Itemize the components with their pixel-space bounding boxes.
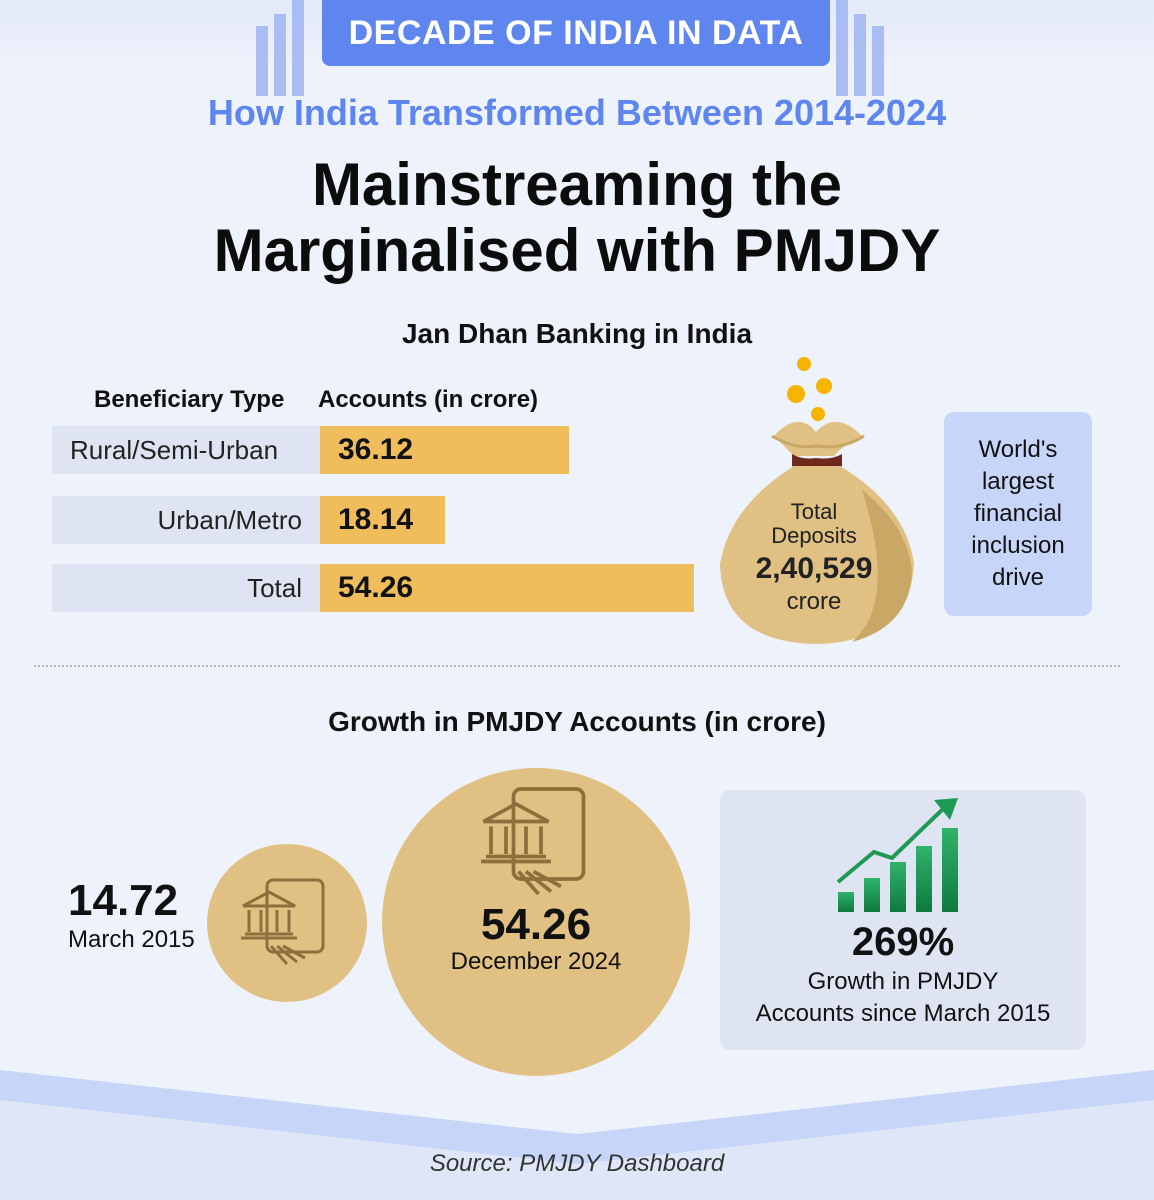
page-title: Mainstreaming the Marginalised with PMJD… bbox=[0, 152, 1154, 284]
info-line: largest bbox=[981, 468, 1055, 495]
subtitle: How India Transformed Between 2014-2024 bbox=[207, 92, 947, 133]
header-banner: DECADE OF INDIA IN DATA bbox=[322, 0, 830, 66]
bar: 36.12 bbox=[320, 426, 569, 474]
category-label: Rural/Semi-Urban bbox=[52, 426, 320, 474]
bottom-band bbox=[0, 1070, 1154, 1200]
growth-chart-icon bbox=[836, 798, 958, 912]
bank-icon bbox=[481, 787, 586, 896]
info-line: drive bbox=[991, 564, 1044, 591]
bubble-label-value: 14.72 bbox=[68, 876, 179, 925]
deposits-value: 2,40,529 bbox=[755, 552, 873, 585]
bar-decoration-right bbox=[836, 0, 896, 96]
bank-icon bbox=[241, 878, 325, 965]
bar-value-label: 54.26 bbox=[338, 571, 414, 604]
category-label: Urban/Metro bbox=[52, 496, 320, 544]
bubble-label-date: December 2024 bbox=[450, 948, 622, 975]
bar-value-label: 18.14 bbox=[338, 503, 414, 536]
bubble-march-2015 bbox=[207, 844, 367, 1002]
category-label: Total bbox=[52, 564, 320, 612]
bar-value-label: 36.12 bbox=[338, 433, 414, 466]
growth-section-title: Growth in PMJDY Accounts (in crore) bbox=[328, 706, 826, 737]
banking-section-title: Jan Dhan Banking in India bbox=[401, 318, 753, 349]
info-line: inclusion bbox=[971, 532, 1065, 559]
growth-percent: 269% bbox=[851, 920, 955, 964]
column-header-accounts: Accounts (in crore) bbox=[318, 386, 539, 413]
bar: 54.26 bbox=[320, 564, 694, 612]
growth-description-line1: Growth in PMJDY bbox=[807, 968, 999, 995]
bubble-label-date: March 2015 bbox=[68, 926, 195, 953]
source-note: Source: PMJDY Dashboard bbox=[429, 1150, 725, 1177]
info-line: World's bbox=[978, 436, 1058, 463]
page-title-line1: Mainstreaming the bbox=[311, 151, 843, 218]
deposits-unit: crore bbox=[786, 588, 842, 615]
growth-description: Growth in PMJDY Accounts since March 201… bbox=[720, 966, 1086, 1030]
bar-decoration-left bbox=[256, 0, 316, 96]
bubble-december-2024: 54.26 December 2024 bbox=[382, 768, 690, 1076]
page-title-line2: Marginalised with PMJDY bbox=[213, 217, 941, 284]
deposits-label-line1: Total bbox=[790, 499, 838, 524]
info-box: World's largest financial inclusion driv… bbox=[944, 412, 1092, 616]
growth-description-line2: Accounts since March 2015 bbox=[755, 1000, 1051, 1027]
bar: 18.14 bbox=[320, 496, 445, 544]
growth-summary-box: 269% Growth in PMJDY Accounts since Marc… bbox=[720, 790, 1086, 1050]
deposits-label-line2: Deposits bbox=[771, 523, 857, 548]
info-line: financial bbox=[973, 500, 1063, 527]
section-divider bbox=[34, 665, 1120, 667]
bubble-label-value: 54.26 bbox=[480, 900, 592, 949]
money-bag-icon bbox=[720, 357, 914, 644]
column-header-beneficiary: Beneficiary Type bbox=[94, 386, 285, 413]
deposits-label: Total Deposits bbox=[726, 500, 902, 548]
